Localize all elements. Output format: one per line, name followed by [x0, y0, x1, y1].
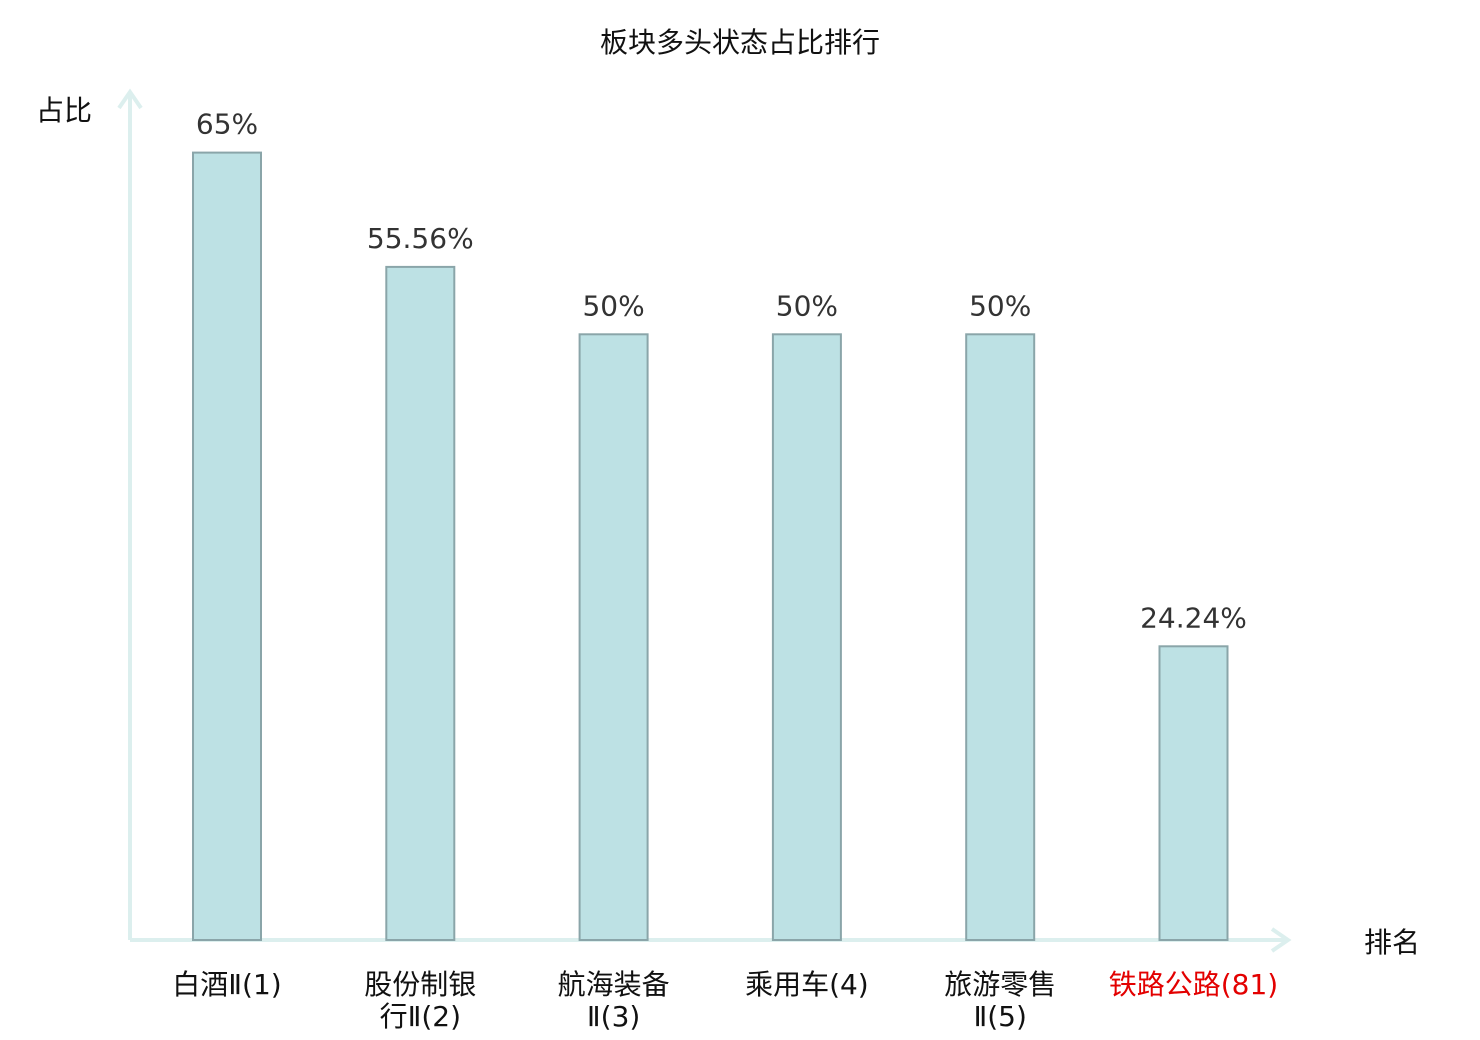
- value-labels-group: 65% 55.56% 50% 50% 50% 24.24%: [196, 108, 1247, 635]
- x-axis-label: 排名: [1364, 926, 1420, 959]
- category-label-5-line-1: 旅游零售: [944, 968, 1056, 1001]
- value-label-1: 65%: [196, 108, 258, 141]
- category-label-5-line-2: Ⅱ(5): [973, 1000, 1026, 1033]
- bar-3: [578, 333, 649, 941]
- category-label-3-line-2: Ⅱ(3): [587, 1000, 640, 1033]
- x-axis-arrow: [1270, 927, 1292, 953]
- y-axis-arrow: [117, 88, 143, 110]
- category-label-4: 乘用车(4): [745, 968, 869, 1001]
- chart-title: 板块多头状态占比排行: [600, 26, 880, 59]
- value-label-4: 50%: [776, 289, 838, 322]
- bar-6: [1158, 645, 1229, 941]
- bar-2: [385, 265, 456, 941]
- value-label-6: 24.24%: [1140, 601, 1247, 634]
- value-label-5: 50%: [969, 289, 1031, 322]
- bar-1: [192, 151, 262, 942]
- category-label-2-line-2: 行Ⅱ(2): [380, 1000, 461, 1033]
- category-label-1: 白酒Ⅱ(1): [172, 968, 281, 1001]
- category-label-3-line-1: 航海装备: [558, 968, 670, 1001]
- bar-5: [965, 333, 1036, 941]
- y-axis-label: 占比: [36, 94, 92, 127]
- value-label-2: 55.56%: [367, 222, 474, 255]
- axes: [117, 88, 1292, 953]
- bar-4: [771, 333, 842, 941]
- category-label-6: 铁路公路(81): [1109, 968, 1278, 1001]
- bars-group: [192, 151, 1229, 942]
- value-label-3: 50%: [582, 289, 644, 322]
- category-label-2-line-1: 股份制银: [364, 968, 476, 1001]
